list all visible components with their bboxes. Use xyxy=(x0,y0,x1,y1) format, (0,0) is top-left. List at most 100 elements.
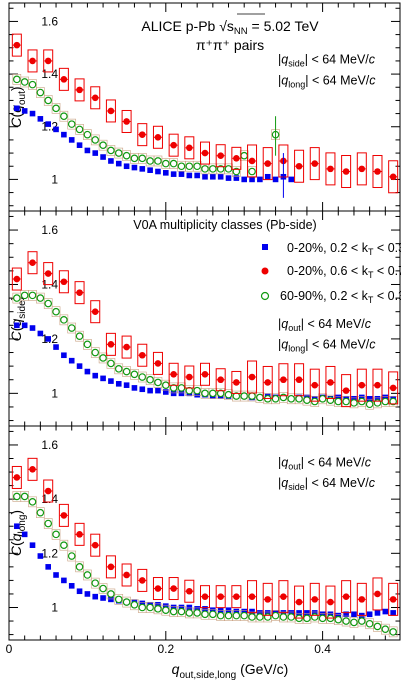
data-point xyxy=(225,607,232,614)
data-point xyxy=(123,118,130,125)
data-point xyxy=(29,259,36,267)
x-axis-label: qout,side,long (GeV/c) xyxy=(172,661,289,681)
data-point xyxy=(75,125,84,134)
series-s1 xyxy=(14,105,295,183)
error-box xyxy=(247,580,258,614)
data-point xyxy=(92,150,99,156)
x-tick-label: 0 xyxy=(6,642,13,656)
data-point xyxy=(91,136,100,144)
data-point xyxy=(53,126,59,133)
chart-title: ALICE p-Pb √sNN = 5.02 TeV xyxy=(141,18,319,37)
error-box xyxy=(184,365,195,389)
error-box xyxy=(294,149,305,183)
panel-side: 11.21.41.6C(qside)|qout| < 64 MeV/c|qlon… xyxy=(8,210,401,427)
error-box xyxy=(43,518,53,529)
data-point xyxy=(382,394,389,401)
data-point xyxy=(44,487,52,495)
error-box xyxy=(90,347,100,358)
data-point xyxy=(108,158,114,164)
data-point xyxy=(288,176,295,183)
data-point xyxy=(177,384,186,392)
error-box xyxy=(106,588,116,600)
large-error-bars xyxy=(275,116,284,198)
data-point xyxy=(107,590,115,598)
data-point xyxy=(20,492,29,501)
error-box xyxy=(28,79,37,90)
data-point xyxy=(91,541,99,549)
data-point xyxy=(60,541,68,549)
error-box xyxy=(51,529,61,540)
error-box xyxy=(137,343,148,367)
data-point xyxy=(21,322,28,329)
data-point xyxy=(185,609,194,617)
error-box xyxy=(168,362,179,386)
data-point xyxy=(99,354,107,362)
data-point xyxy=(358,381,366,389)
data-point xyxy=(68,137,75,143)
data-point xyxy=(311,610,318,616)
data-point xyxy=(233,593,240,600)
error-box xyxy=(105,332,116,356)
legend-marker-s3 xyxy=(260,291,270,301)
data-point xyxy=(139,386,146,393)
data-point xyxy=(163,170,169,176)
data-point xyxy=(115,381,122,387)
data-point xyxy=(14,523,20,530)
error-box xyxy=(372,155,383,189)
data-point xyxy=(334,615,343,624)
cut-label: |qout| < 64 MeV/c xyxy=(278,456,372,472)
error-box xyxy=(309,147,320,181)
error-box xyxy=(278,580,289,614)
error-box xyxy=(262,582,273,616)
data-point xyxy=(13,41,21,49)
data-point xyxy=(264,379,272,386)
data-point xyxy=(91,308,99,315)
data-point xyxy=(373,399,382,407)
error-box xyxy=(105,555,116,579)
data-point xyxy=(138,351,146,359)
data-point xyxy=(178,604,185,611)
error-box xyxy=(51,103,61,114)
data-point xyxy=(99,584,107,593)
series-s2 xyxy=(11,251,399,408)
data-point xyxy=(310,613,319,621)
cut-label: |qside| < 64 MeV/c xyxy=(278,476,376,492)
data-point xyxy=(36,508,45,517)
data-point xyxy=(389,596,397,603)
data-point xyxy=(92,372,99,379)
error-box xyxy=(152,125,163,149)
data-point xyxy=(186,172,193,179)
data-point xyxy=(225,175,232,181)
data-point xyxy=(342,617,350,625)
data-point xyxy=(36,88,45,97)
data-point xyxy=(130,370,139,379)
data-point xyxy=(154,605,162,613)
error-box xyxy=(98,583,108,594)
data-point xyxy=(248,167,256,176)
data-point xyxy=(177,607,186,616)
data-point xyxy=(217,173,224,180)
data-point xyxy=(201,610,209,619)
data-point xyxy=(114,595,123,604)
data-point xyxy=(84,368,91,375)
cut-label: |qout| < 64 MeV/c xyxy=(278,317,372,333)
error-box xyxy=(83,569,92,581)
error-box xyxy=(27,457,38,481)
cut-label: |qlong| < 64 MeV/c xyxy=(278,74,376,90)
data-point xyxy=(256,613,264,621)
y-axis-label: C(qlong) xyxy=(8,510,28,556)
data-point xyxy=(209,389,217,398)
data-point xyxy=(389,397,397,406)
data-point xyxy=(240,611,249,620)
error-box xyxy=(231,370,242,394)
series-s3 xyxy=(12,74,280,177)
error-box xyxy=(247,360,258,394)
error-box xyxy=(11,267,22,291)
data-point xyxy=(186,144,193,152)
data-point xyxy=(60,112,68,121)
data-point xyxy=(107,359,115,368)
error-box xyxy=(356,582,367,616)
error-box xyxy=(59,314,69,326)
data-point xyxy=(264,610,271,616)
error-box xyxy=(341,580,352,614)
